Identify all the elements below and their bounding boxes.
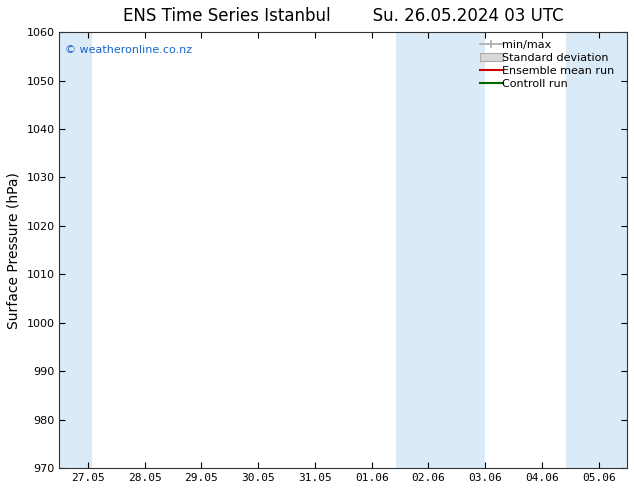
Bar [566, 32, 627, 468]
Bar [60, 32, 92, 468]
Title: ENS Time Series Istanbul        Su. 26.05.2024 03 UTC: ENS Time Series Istanbul Su. 26.05.2024 … [123, 7, 564, 25]
Legend: min/max, Standard deviation, Ensemble mean run, Controll run: min/max, Standard deviation, Ensemble me… [476, 35, 624, 93]
Y-axis label: Surface Pressure (hPa): Surface Pressure (hPa) [7, 172, 21, 329]
Bar [396, 32, 461, 468]
Text: © weatheronline.co.nz: © weatheronline.co.nz [65, 45, 192, 55]
Bar [453, 32, 485, 468]
